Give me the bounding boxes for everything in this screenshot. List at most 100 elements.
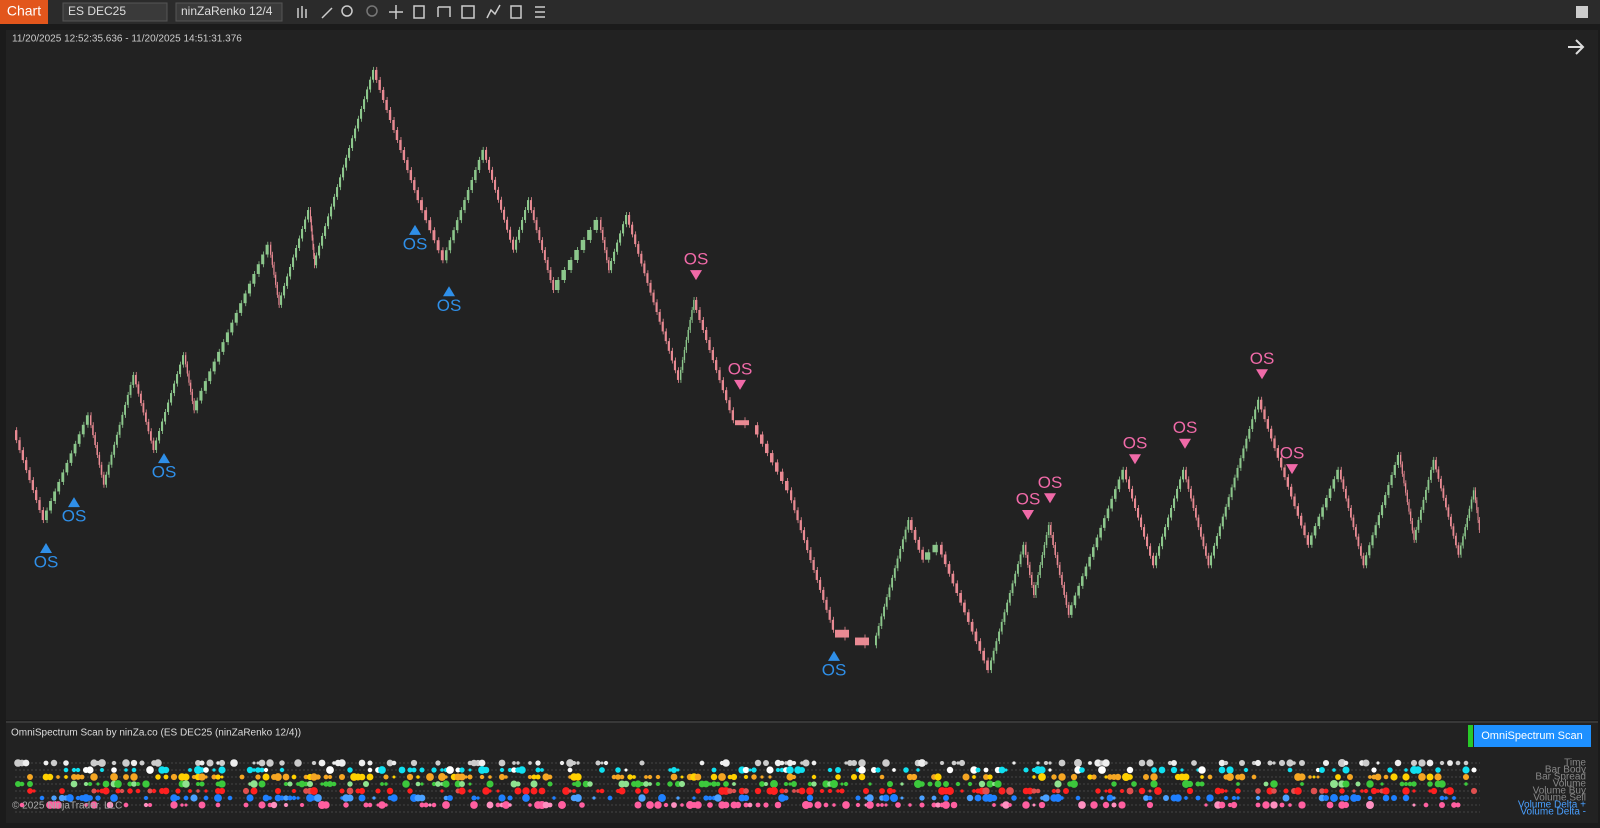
scan-dot	[440, 768, 444, 772]
scan-dot	[459, 767, 465, 773]
renko-brick	[1099, 527, 1102, 538]
scan-dot	[1142, 773, 1150, 781]
scan-button[interactable]	[1474, 725, 1591, 747]
scan-dot	[298, 780, 306, 788]
scan-dot	[1107, 788, 1113, 794]
toolbar-icons[interactable]	[297, 4, 545, 19]
scan-dot	[730, 773, 738, 781]
scan-dot	[1298, 773, 1306, 781]
scan-dot	[419, 802, 425, 808]
renko-brick	[1303, 525, 1306, 536]
scan-dot	[459, 781, 465, 787]
renko-brick	[790, 490, 793, 501]
os-label: OS	[1173, 418, 1198, 437]
renko-brick	[1293, 496, 1296, 507]
scan-dot	[143, 802, 149, 808]
scroll-arrow[interactable]	[1568, 39, 1585, 55]
scan-dot	[63, 760, 69, 766]
scan-dot	[955, 781, 961, 787]
scan-dot	[1418, 759, 1426, 767]
scan-dot	[1008, 803, 1012, 807]
renko-brick	[947, 564, 951, 574]
scan-dot	[994, 780, 1002, 788]
scan-dot	[27, 774, 33, 780]
scan-dot	[547, 774, 553, 780]
renko-brick	[1417, 519, 1420, 530]
renko-brick	[613, 251, 616, 261]
scan-dot	[1126, 787, 1134, 795]
os-arrow-down	[1179, 438, 1191, 449]
scan-dot	[927, 781, 933, 787]
scan-dot	[1439, 795, 1445, 801]
scan-dot	[1102, 759, 1110, 767]
bar-type-box[interactable]	[175, 2, 283, 22]
scan-dot	[1060, 796, 1064, 800]
renko-brick	[1152, 555, 1155, 566]
scan-dot	[1218, 766, 1226, 774]
scan-dot	[1323, 788, 1329, 794]
scan-dot	[139, 760, 145, 766]
renko-brick	[955, 583, 959, 594]
scan-dot	[1352, 789, 1356, 793]
scan-dot	[639, 760, 645, 766]
scan-dot	[866, 801, 874, 809]
scan-dot	[1147, 795, 1153, 801]
scan-dot	[967, 781, 973, 787]
renko-brick	[959, 593, 962, 603]
renko-brick	[186, 364, 188, 374]
instrument-box[interactable]	[62, 2, 168, 22]
scan-dot	[170, 801, 178, 809]
scan-dot	[1471, 767, 1477, 773]
scan-dot	[886, 787, 894, 795]
scan-dot	[311, 760, 317, 766]
renko-brick	[105, 474, 107, 485]
scan-dot	[540, 768, 544, 772]
app-tab[interactable]	[0, 0, 48, 24]
scan-dot	[1423, 802, 1429, 808]
renko-brick	[1173, 498, 1176, 509]
scan-dot	[358, 773, 366, 781]
scan-dot	[1218, 759, 1226, 767]
renko-brick	[1357, 536, 1360, 547]
scan-dot	[127, 788, 133, 794]
scan-dot	[292, 789, 296, 793]
scan-dot	[792, 789, 796, 793]
scan-dot	[710, 773, 718, 781]
renko-brick	[728, 400, 731, 411]
scan-dot	[358, 759, 366, 767]
renko-brick	[765, 443, 769, 454]
renko-brick	[115, 434, 118, 445]
scan-dot	[327, 781, 333, 787]
scan-dot	[1048, 761, 1052, 765]
scan-dot	[75, 795, 81, 801]
scan-dot	[603, 760, 609, 766]
scan-dot	[43, 760, 49, 766]
renko-brick	[770, 453, 774, 463]
renko-brick	[608, 260, 610, 271]
scan-dot	[723, 781, 729, 787]
scan-dot	[1326, 801, 1334, 809]
scan-dot	[987, 774, 993, 780]
scan-dot	[903, 767, 909, 773]
renko-brick	[1347, 498, 1350, 509]
scan-dot	[811, 774, 817, 780]
scan-row-label: Volume Delta +	[1518, 800, 1586, 811]
scan-dot	[974, 794, 982, 802]
scan-dot	[595, 760, 601, 766]
scan-dot	[1298, 801, 1306, 809]
scan-dot	[331, 781, 337, 787]
renko-brick	[126, 394, 129, 405]
renko-brick	[1387, 485, 1390, 496]
scan-dot	[879, 788, 885, 794]
renko-brick	[1336, 469, 1339, 480]
renko-brick	[1058, 564, 1061, 575]
renko-brick	[1052, 534, 1054, 545]
button-accent	[1468, 725, 1473, 747]
renko-brick	[574, 249, 579, 260]
renko-brick	[1045, 535, 1048, 546]
window-button[interactable]	[1576, 6, 1588, 18]
scan-dot	[655, 774, 661, 780]
scan-dot	[842, 801, 850, 809]
renko-brick	[1371, 535, 1374, 546]
scan-dot	[1346, 773, 1354, 781]
